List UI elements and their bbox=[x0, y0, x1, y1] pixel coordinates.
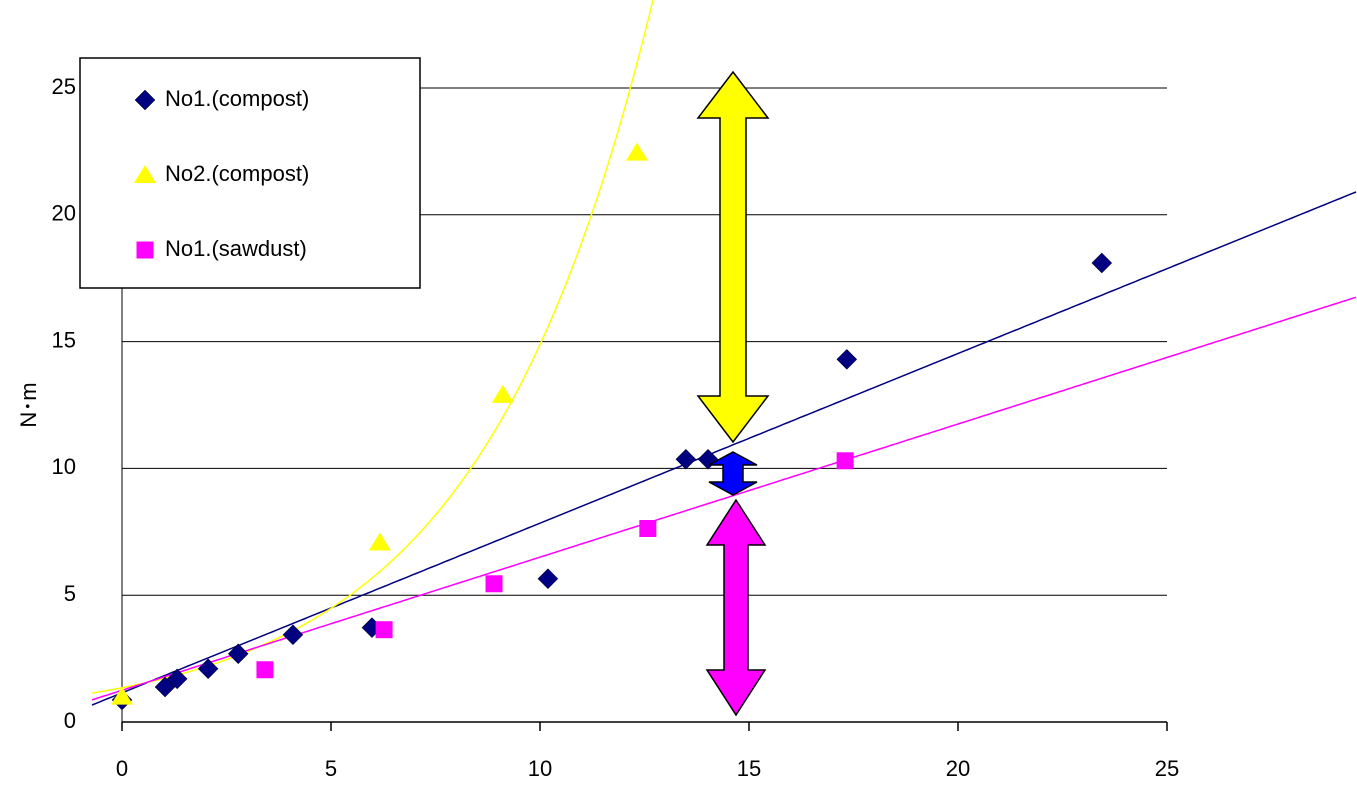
marker-triangle bbox=[625, 142, 648, 161]
x-tick-label: 5 bbox=[325, 756, 337, 781]
marker-diamond bbox=[675, 448, 697, 470]
x-tick-label: 10 bbox=[528, 756, 552, 781]
x-tick-label: 20 bbox=[946, 756, 970, 781]
marker-diamond bbox=[537, 568, 559, 590]
trend-line bbox=[91, 296, 1357, 701]
marker-triangle bbox=[111, 686, 133, 705]
marker-square bbox=[836, 452, 854, 470]
y-tick-label: 5 bbox=[64, 581, 76, 606]
legend-label: No1.(compost) bbox=[165, 86, 309, 111]
marker-diamond bbox=[166, 668, 188, 690]
marker-triangle bbox=[368, 532, 391, 551]
yellow-arrow bbox=[696, 70, 770, 444]
marker-diamond bbox=[282, 624, 304, 646]
y-tick-label: 25 bbox=[52, 74, 76, 99]
marker-diamond bbox=[227, 643, 249, 665]
y-axis-label: N･m bbox=[16, 382, 41, 427]
marker-square bbox=[256, 661, 274, 679]
marker-triangle bbox=[491, 384, 514, 403]
y-tick-label: 20 bbox=[52, 201, 76, 226]
y-tick-label: 0 bbox=[64, 708, 76, 733]
marker-square bbox=[485, 575, 503, 593]
marker-diamond bbox=[197, 658, 219, 680]
marker-diamond bbox=[836, 348, 858, 370]
markers bbox=[111, 142, 1113, 711]
trend-line bbox=[91, 0, 654, 694]
y-tick-label: 15 bbox=[52, 327, 76, 352]
legend-label: No1.(sawdust) bbox=[165, 236, 307, 261]
marker-square bbox=[136, 241, 154, 259]
marker-square bbox=[639, 520, 657, 538]
marker-triangle bbox=[134, 165, 156, 183]
y-tick-label: 10 bbox=[52, 454, 76, 479]
trend-lines bbox=[91, 0, 1357, 706]
marker-square bbox=[375, 621, 393, 639]
x-tick-label: 0 bbox=[116, 756, 128, 781]
marker-diamond bbox=[1091, 252, 1113, 274]
legend-label: No2.(compost) bbox=[165, 161, 309, 186]
trend-line bbox=[91, 191, 1357, 706]
blue-arrow bbox=[708, 451, 758, 496]
magenta-arrow bbox=[705, 498, 767, 717]
marker-diamond bbox=[134, 89, 156, 111]
legend: No1.(compost) No2.(compost) No1.(sawdust) bbox=[79, 57, 421, 289]
x-tick-label: 15 bbox=[737, 756, 761, 781]
annotation-arrows bbox=[696, 70, 770, 717]
x-tick-label: 25 bbox=[1155, 756, 1179, 781]
